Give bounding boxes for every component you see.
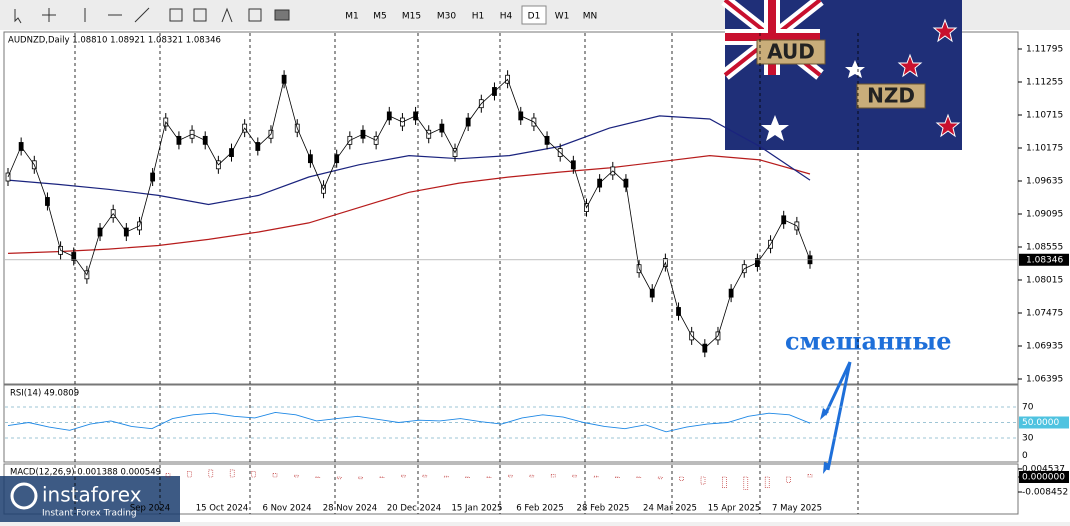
macd-bar <box>272 473 278 478</box>
banner-quote: NZD <box>867 84 915 108</box>
banner: AUD NZD <box>721 0 962 150</box>
rsi-line <box>7 411 811 433</box>
date-label: 15 Oct 2024 <box>196 504 249 514</box>
date-label: 28 Feb 2025 <box>577 504 630 514</box>
macd-bar <box>807 474 813 478</box>
price-tick-label: 1.09635 <box>1026 177 1063 187</box>
logo: instaforex Instant Forex Trading <box>0 476 180 522</box>
logo-name: instaforex <box>42 483 142 507</box>
macd-bar <box>572 474 577 478</box>
date-label: 28 Nov 2024 <box>323 504 377 514</box>
banner-base: AUD <box>767 40 815 64</box>
date-label: 15 Jan 2025 <box>452 504 503 514</box>
macd-bar <box>486 476 492 478</box>
price-line <box>7 78 811 349</box>
symbol-header: AUDNZD,Daily 1.08810 1.08921 1.08321 1.0… <box>8 36 221 46</box>
timeframe-button[interactable]: MN <box>583 12 598 22</box>
price-body <box>5 172 11 182</box>
rsi-header: RSI(14) 49.0809 <box>10 389 79 399</box>
macd-bar <box>401 474 406 478</box>
price-tick-label: 1.08555 <box>1026 243 1063 253</box>
macd-bar <box>294 474 299 478</box>
date-label: 15 Apr 2025 <box>708 504 761 514</box>
macd-bar <box>187 471 192 478</box>
rsi-tick-label: 30 <box>1022 434 1034 444</box>
macd-bar <box>593 475 599 478</box>
date-label: Sep 2024 <box>130 504 170 514</box>
timeframe-button[interactable]: H4 <box>500 12 513 22</box>
price-tick-label: 1.08015 <box>1026 276 1063 286</box>
annotation: смешанные <box>785 327 952 356</box>
macd-bar <box>550 474 556 478</box>
macd-bar <box>679 476 684 481</box>
macd-tick-label: 0.004537 <box>1022 464 1065 474</box>
macd-bar <box>229 469 235 478</box>
macd-bar <box>379 476 385 478</box>
macd-bar <box>465 476 470 478</box>
date-label: 20 Dec 2024 <box>387 504 441 514</box>
timeframe-active <box>521 5 547 25</box>
macd-bar <box>443 475 449 478</box>
macd-tick-label: 0.000000 <box>1022 473 1065 483</box>
price-tick-label: 1.07475 <box>1026 309 1063 319</box>
timeframe-button[interactable]: M15 <box>402 12 421 22</box>
timeframe-button[interactable]: D1 <box>528 12 541 22</box>
macd-bar <box>764 476 770 488</box>
macd-bar <box>315 476 321 478</box>
price-tick-label: 1.10715 <box>1026 111 1063 121</box>
current-price-box <box>1019 253 1069 266</box>
price-tick-label: 1.06395 <box>1026 375 1063 385</box>
rsi-level-box <box>1019 416 1069 429</box>
date-label: 6 Nov 2024 <box>262 504 311 514</box>
macd-bar <box>786 476 791 483</box>
macd-bar <box>422 474 428 478</box>
macd-bar <box>508 474 513 478</box>
ma-fast <box>7 115 811 206</box>
macd-bar <box>358 476 363 480</box>
date-label: 7 May 2025 <box>772 504 822 514</box>
timeframe-button[interactable]: M1 <box>345 12 359 22</box>
timeframe-button[interactable]: M30 <box>437 12 456 22</box>
annotation-arrows <box>823 361 852 471</box>
macd-bar <box>529 474 535 478</box>
macd-bar <box>336 476 342 480</box>
rsi-tick-label: 0 <box>1022 451 1028 461</box>
macd-bar <box>722 476 727 488</box>
timeframe-button[interactable]: W1 <box>555 12 570 22</box>
current-price-label: 1.08346 <box>1026 255 1063 265</box>
date-label: 24 Mar 2025 <box>643 504 697 514</box>
price-tick-label: 1.11255 <box>1026 78 1063 88</box>
macd-bar <box>700 476 706 485</box>
macd-bar <box>208 469 214 478</box>
ma-slow <box>7 154 811 254</box>
main-panel <box>3 31 1019 385</box>
price-tick-label: 1.11795 <box>1026 45 1063 55</box>
macd-bar <box>251 471 256 478</box>
macd-bar <box>165 473 171 478</box>
macd-header: MACD(12,26,9) 0.001388 0.000549 <box>10 468 161 478</box>
logo-tagline: Instant Forex Trading <box>42 509 137 519</box>
macd-tick-label: -0.008452 <box>1022 488 1068 498</box>
price-tick-label: 1.10175 <box>1026 144 1063 154</box>
macd-bar <box>657 476 663 480</box>
macd-bar <box>636 476 642 478</box>
rsi-panel <box>3 384 1019 463</box>
date-label: 6 Feb 2025 <box>516 504 564 514</box>
price-tick-label: 1.06935 <box>1026 342 1063 352</box>
price-tick-label: 1.09095 <box>1026 210 1063 220</box>
macd-zero-box <box>1019 471 1069 483</box>
macd-bar <box>743 476 749 490</box>
timeframe-button[interactable]: M5 <box>373 12 387 22</box>
timeframe-button[interactable]: H1 <box>472 12 485 22</box>
macd-bar <box>615 476 620 478</box>
tool-icons <box>14 7 290 24</box>
rsi-tick-label: 50.0000 <box>1022 418 1059 428</box>
rsi-tick-label: 70 <box>1022 403 1034 413</box>
